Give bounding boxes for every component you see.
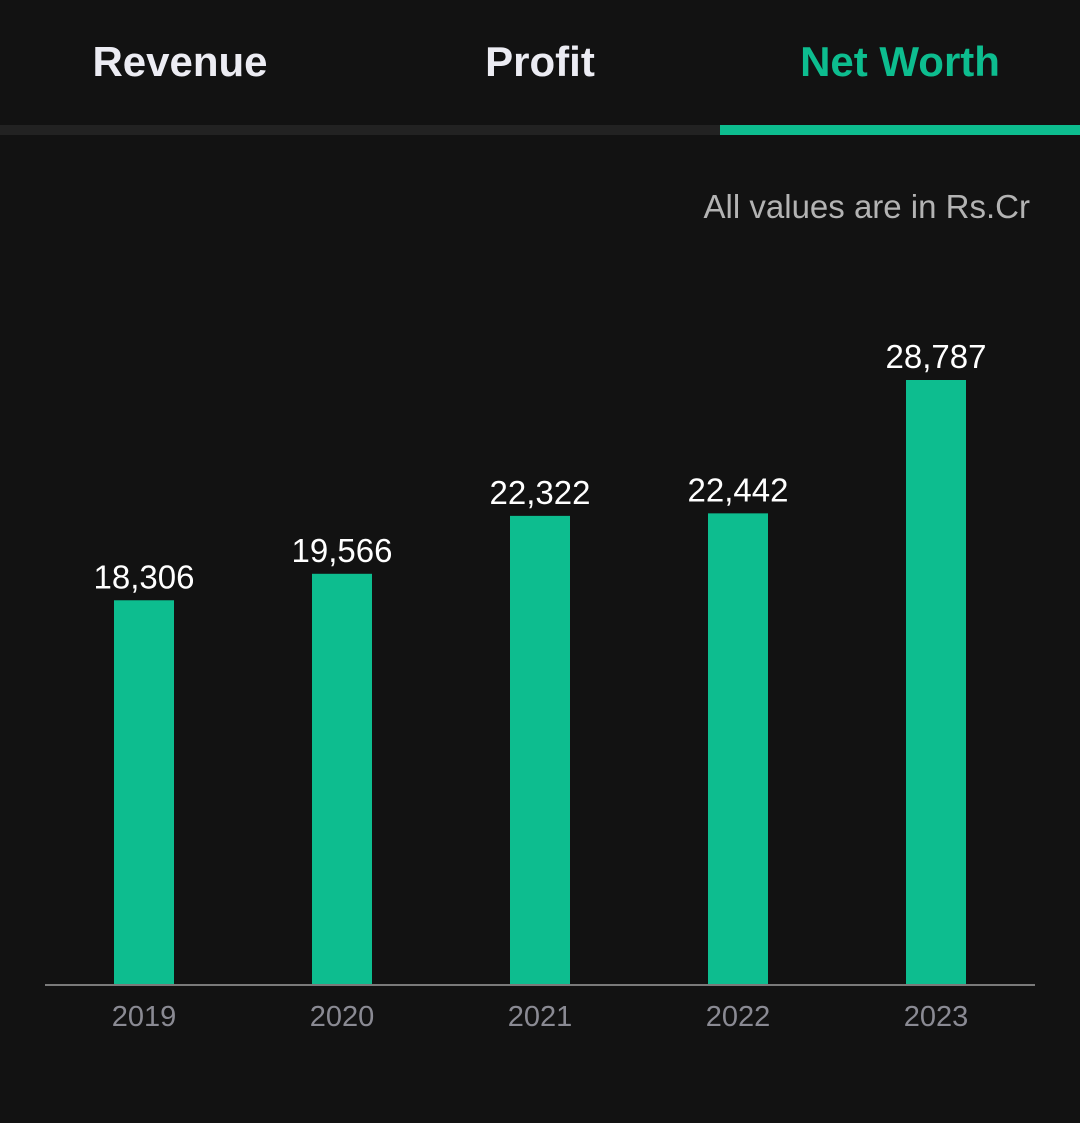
value-label-2021: 22,322 [490, 474, 591, 511]
bar-2022[interactable] [708, 513, 768, 985]
tab-bar: Revenue Profit Net Worth [0, 0, 1080, 135]
bar-2023[interactable] [906, 380, 966, 985]
x-tick-label-2022: 2022 [706, 1001, 771, 1033]
value-label-2019: 18,306 [94, 558, 195, 595]
x-tick-label-2021: 2021 [508, 1001, 573, 1033]
bar-2020[interactable] [312, 573, 372, 985]
value-label-2022: 22,442 [688, 471, 789, 508]
tab-revenue[interactable]: Revenue [92, 37, 268, 85]
x-tick-label-2020: 2020 [310, 1001, 375, 1033]
active-tab-indicator [720, 125, 1080, 135]
value-label-2020: 19,566 [292, 532, 393, 569]
value-label-2023: 28,787 [886, 338, 987, 375]
bar-2021[interactable] [510, 515, 570, 985]
bar-2019[interactable] [114, 600, 174, 985]
tab-profit[interactable]: Profit [485, 37, 595, 85]
units-note: All values are in Rs.Cr [703, 188, 1030, 225]
x-tick-label-2023: 2023 [904, 1001, 969, 1033]
x-tick-label-2019: 2019 [112, 1001, 177, 1033]
tab-net-worth[interactable]: Net Worth [800, 37, 1000, 85]
tab-track [0, 125, 1080, 135]
